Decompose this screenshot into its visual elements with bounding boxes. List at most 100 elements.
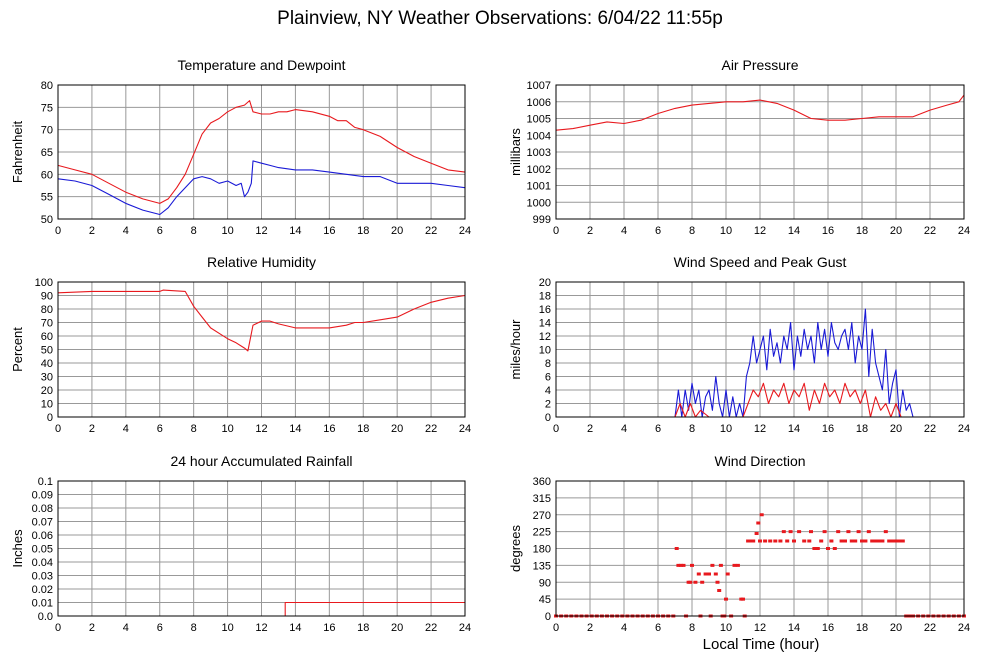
x-tick-label: 24	[958, 622, 970, 634]
24-hour-accumulated-rainfall-title: 24 hour Accumulated Rainfall	[170, 453, 352, 469]
data-point	[894, 539, 898, 543]
x-tick-label: 22	[425, 225, 437, 237]
x-tick-label: 22	[924, 622, 936, 634]
x-tick-label: 10	[221, 225, 233, 237]
data-point	[763, 539, 768, 543]
x-tick-label: 2	[587, 225, 593, 237]
data-point	[797, 530, 802, 534]
x-tick-label: 24	[459, 225, 471, 237]
data-point	[900, 539, 905, 543]
data-point	[674, 547, 679, 550]
data-point	[676, 563, 681, 567]
x-tick-label: 4	[621, 225, 627, 237]
data-point	[883, 530, 888, 534]
x-tick-label: 20	[890, 225, 902, 237]
data-point	[839, 539, 844, 543]
x-tick-label: 22	[425, 622, 437, 634]
y-tick-label: 1004	[527, 130, 551, 142]
y-tick-label: 0	[545, 611, 551, 623]
x-tick-label: 12	[255, 622, 267, 634]
data-point	[690, 563, 694, 567]
data-point	[819, 539, 824, 543]
x-tick-label: 14	[289, 225, 301, 237]
x-tick-label: 0	[55, 423, 61, 435]
x-tick-label: 2	[587, 622, 593, 634]
plot-frame	[555, 84, 965, 220]
x-tick-label: 12	[255, 423, 267, 435]
x-tick-label: 6	[157, 423, 163, 435]
x-tick-label: 10	[720, 622, 732, 634]
data-point	[829, 539, 834, 543]
data-point	[807, 539, 812, 543]
plot-frame	[57, 281, 466, 418]
x-tick-label: 12	[754, 622, 766, 634]
x-tick-label: 14	[788, 423, 800, 435]
y-tick-label: 60	[41, 169, 53, 181]
series-line-1	[57, 160, 466, 216]
data-point	[715, 580, 720, 584]
y-tick-label: 0.06	[32, 530, 53, 542]
data-point	[754, 532, 759, 535]
data-point	[703, 572, 708, 576]
x-tick-label: 14	[289, 423, 301, 435]
x-tick-label: 6	[655, 225, 661, 237]
y-axis-label: Percent	[10, 327, 25, 372]
y-tick-label: 1001	[527, 181, 551, 193]
x-tick-label: 24	[459, 423, 471, 435]
y-tick-label: 14	[539, 318, 551, 330]
x-tick-label: 10	[720, 225, 732, 237]
data-point	[710, 563, 715, 567]
data-point	[724, 597, 728, 601]
plot-frame	[57, 84, 466, 220]
y-tick-label: 50	[41, 345, 53, 357]
y-tick-label: 40	[41, 358, 53, 370]
x-tick-label: 10	[221, 622, 233, 634]
data-point	[809, 530, 813, 534]
data-point	[758, 539, 762, 543]
y-axis-label: millibars	[508, 128, 523, 176]
x-tick-label: 6	[655, 423, 661, 435]
y-tick-label: 10	[41, 399, 53, 411]
data-point	[863, 539, 868, 543]
x-tick-label: 16	[822, 622, 834, 634]
x-tick-label: 0	[553, 225, 559, 237]
x-tick-label: 8	[191, 622, 197, 634]
x-tick-label: 24	[459, 622, 471, 634]
y-tick-label: 55	[41, 192, 53, 204]
y-tick-label: 1007	[527, 80, 551, 92]
x-tick-label: 8	[191, 423, 197, 435]
plot-frame	[57, 480, 466, 617]
series-line-0	[57, 100, 466, 204]
x-tick-label: 4	[123, 423, 129, 435]
data-point	[768, 539, 773, 543]
data-point	[713, 572, 718, 576]
relative-humidity-chart: 0 2 4 6 8 10 12 14 16 18 20 22 240102030405060708090…	[10, 254, 471, 435]
x-tick-label: 0	[55, 622, 61, 634]
wind-speed-gust-chart: 0 2 4 6 8 10 12 14 16 18 20 22 2402468101214161820Wi…	[508, 254, 970, 435]
data-point	[853, 539, 858, 543]
data-point	[785, 539, 790, 543]
x-tick-label: 4	[123, 622, 129, 634]
x-tick-label: 6	[655, 622, 661, 634]
y-tick-label: 20	[41, 385, 53, 397]
y-tick-label: 0.08	[32, 503, 53, 515]
data-point	[849, 539, 854, 543]
y-tick-label: 0.04	[32, 557, 53, 569]
air-pressure-title: Air Pressure	[721, 57, 798, 73]
data-point	[812, 547, 817, 550]
data-point	[802, 539, 807, 543]
data-point	[725, 572, 730, 576]
y-tick-label: 0.1	[38, 476, 53, 488]
x-tick-label: 4	[621, 423, 627, 435]
y-tick-label: 100	[35, 277, 53, 289]
x-tick-label: 4	[123, 225, 129, 237]
y-tick-label: 135	[533, 560, 551, 572]
x-tick-label: 12	[255, 225, 267, 237]
x-tick-label: 8	[689, 423, 695, 435]
x-tick-label: 2	[587, 423, 593, 435]
x-tick-label: 24	[958, 225, 970, 237]
data-point	[877, 539, 881, 543]
page-title: Plainview, NY Weather Observations: 6/04…	[277, 8, 723, 29]
x-tick-label: 10	[720, 423, 732, 435]
y-tick-label: 0	[47, 412, 53, 424]
